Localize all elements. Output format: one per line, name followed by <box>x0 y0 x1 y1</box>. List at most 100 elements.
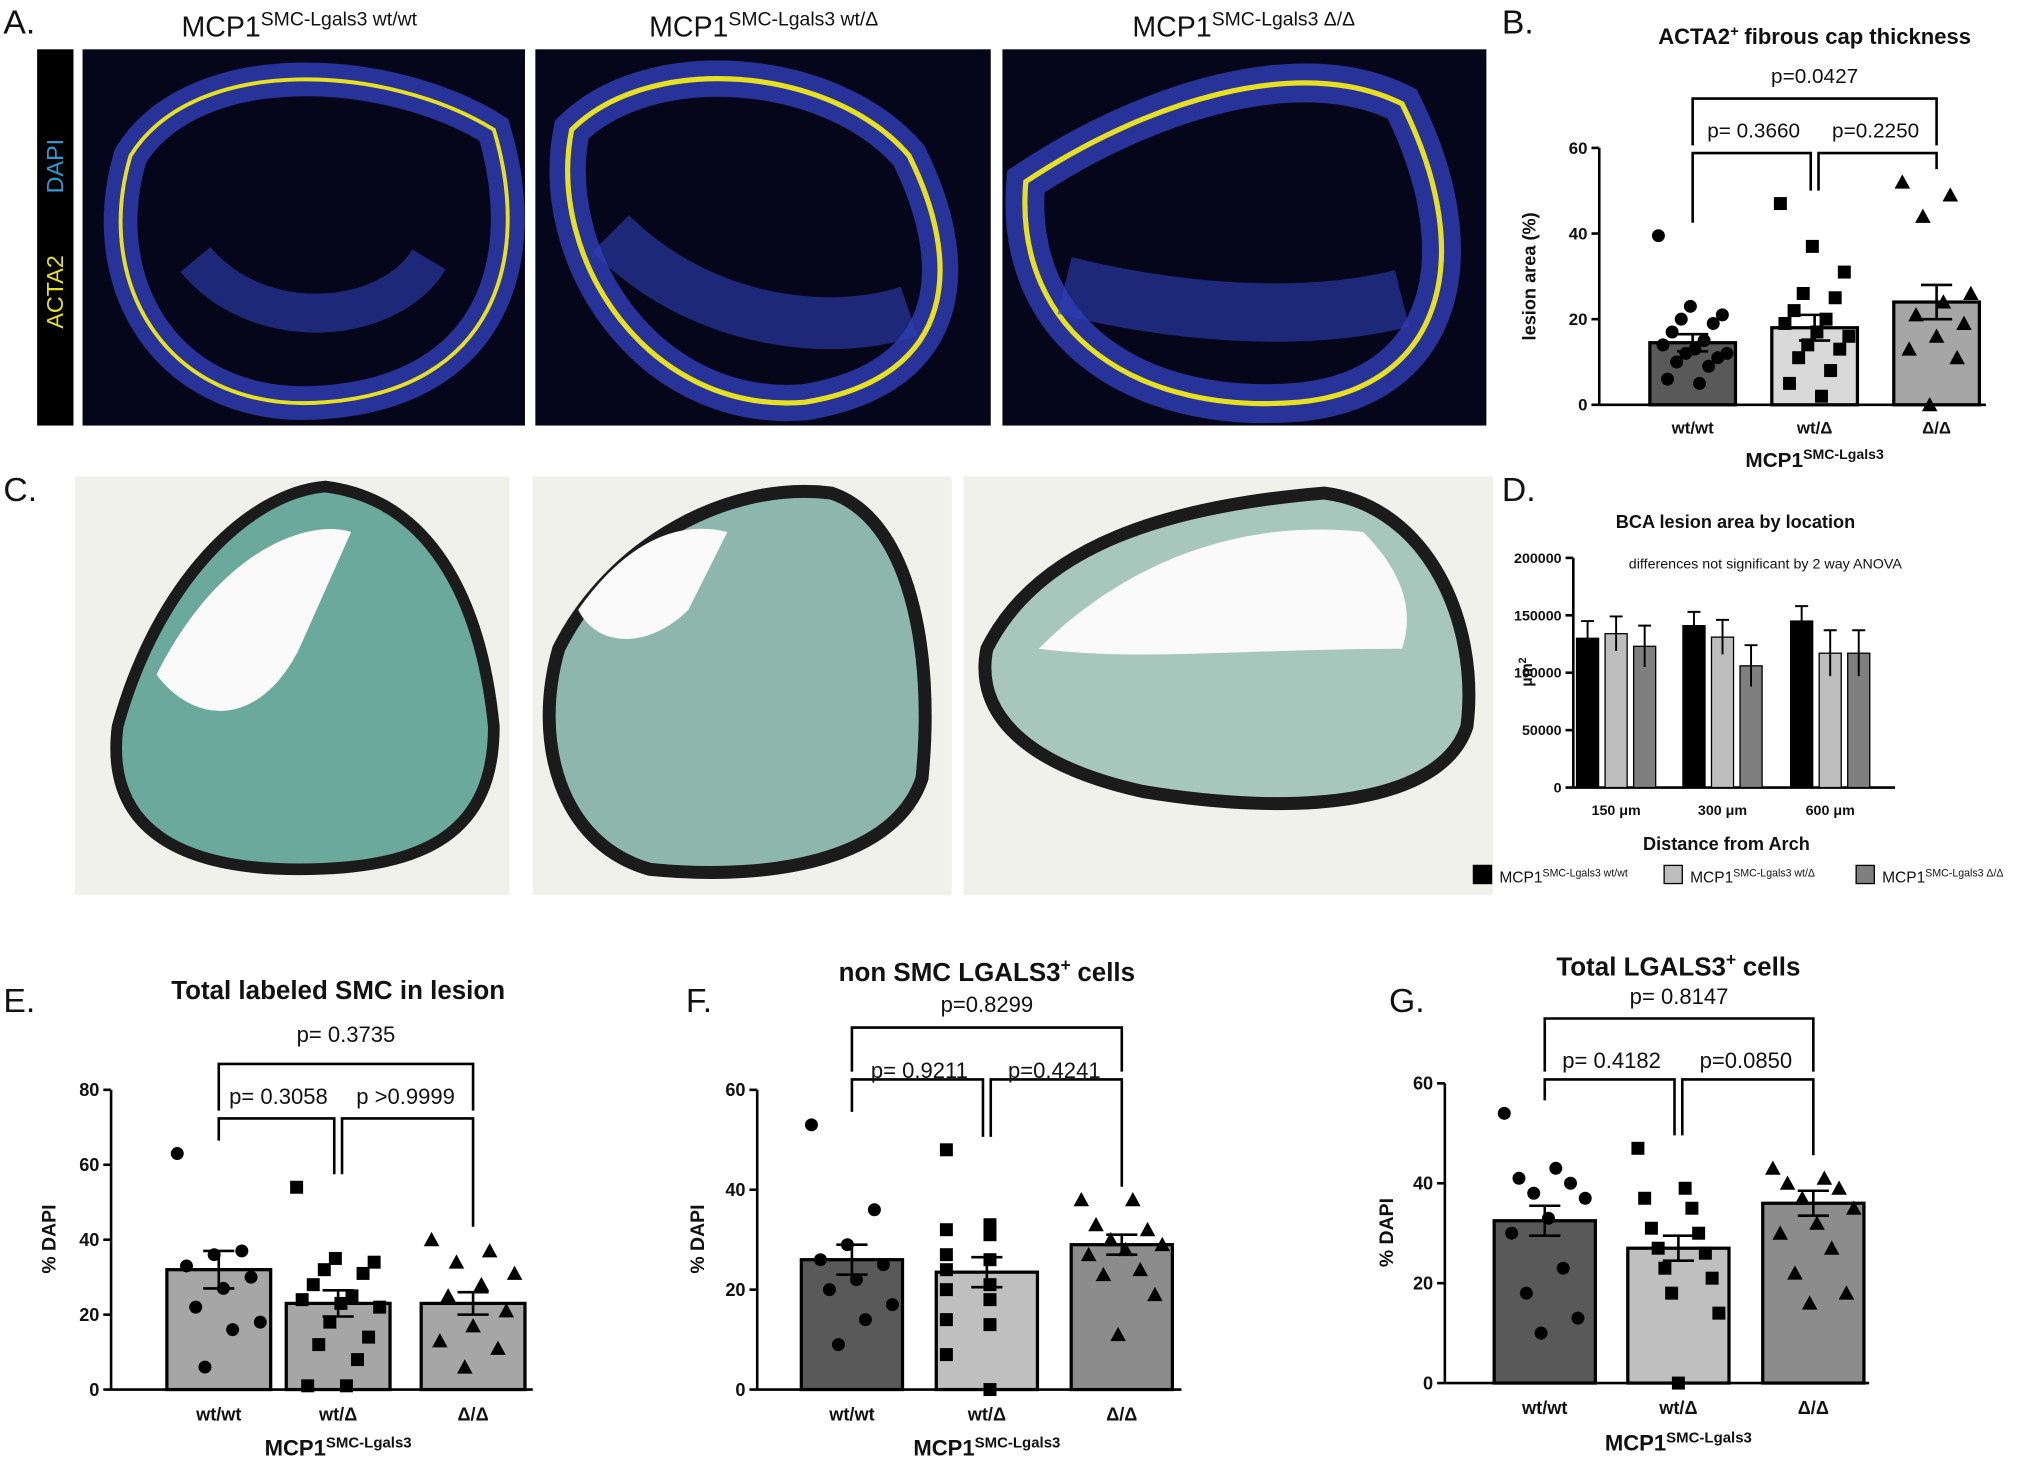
data-point <box>1670 355 1684 369</box>
chart-title-part: + <box>1730 23 1739 40</box>
data-point <box>983 1318 997 1332</box>
p-value: p=0.0427 <box>1771 65 1858 88</box>
data-point <box>1823 1240 1840 1255</box>
legend-label-part: MCP1 <box>1499 869 1542 886</box>
comparison-bracket <box>1691 97 1938 146</box>
p-value: p= 0.3660 <box>1707 120 1800 143</box>
chart-title-part: cells <box>1743 954 1801 982</box>
x-axis-label-part: SMC-Lgals3 <box>326 1434 412 1451</box>
stain-key-box <box>37 49 74 426</box>
data-point <box>1831 1180 1847 1195</box>
data-point <box>813 1253 827 1267</box>
error-bar <box>971 1255 1003 1289</box>
bar <box>1492 1219 1597 1385</box>
chart-title: Total labeled SMC in lesion <box>171 977 505 1005</box>
x-tick-label: Δ/Δ <box>457 1405 488 1425</box>
data-point <box>1765 1160 1781 1175</box>
data-point <box>1814 389 1828 403</box>
data-point <box>448 1254 465 1269</box>
micrograph-title-part: MCP1 <box>1132 11 1211 43</box>
data-point <box>1956 315 1972 330</box>
data-point <box>312 1338 326 1352</box>
error-bar <box>1744 644 1758 687</box>
data-point <box>1828 291 1842 305</box>
x-axis-label: MCP1SMC-Lgals3 <box>265 1434 412 1460</box>
data-point <box>1519 1286 1533 1300</box>
bar <box>1604 633 1628 789</box>
data-point <box>1631 1141 1645 1155</box>
stain-label: ACTA2 <box>42 255 68 329</box>
x-tick-label: Δ/Δ <box>1922 418 1951 437</box>
data-point <box>1794 1190 1811 1205</box>
chart-title-part: Total labeled SMC in lesion <box>171 977 505 1005</box>
data-point <box>179 1259 193 1273</box>
error-bar <box>457 1290 489 1316</box>
panel-label: G. <box>1389 982 1425 1020</box>
y-tick-label: 20 <box>725 1280 745 1300</box>
p-value: p=0.8299 <box>941 992 1034 1017</box>
y-axis-label: μm2 <box>1517 657 1536 686</box>
legend-label-part: SMC-Lgals3 Δ/Δ <box>1925 867 2003 879</box>
legend-label-part: SMC-Lgals3 wt/wt <box>1543 867 1628 879</box>
data-point <box>804 1118 818 1132</box>
data-point <box>481 1243 498 1258</box>
x-tick-label: 300 μm <box>1698 803 1747 819</box>
y-axis-label-part: % DAPI <box>38 1204 60 1273</box>
bar <box>1632 645 1657 789</box>
data-point <box>290 1180 304 1194</box>
y-tick-label: 20 <box>1569 310 1588 329</box>
p-value: p=0.2250 <box>1832 120 1919 143</box>
data-point <box>1901 341 1917 356</box>
data-point <box>1894 174 1911 189</box>
comparison-bracket <box>1817 151 1938 191</box>
data-point <box>1685 1201 1699 1215</box>
chart-title: BCA lesion area by location <box>1616 512 1855 532</box>
data-point <box>235 1244 249 1258</box>
data-point <box>1921 397 1938 412</box>
data-point <box>490 1340 506 1355</box>
data-point <box>1698 1246 1712 1260</box>
micrograph-title-part: SMC-Lgals3 wt/Δ <box>728 8 878 30</box>
y-axis-label-part: % DAPI <box>1376 1198 1398 1267</box>
error-bar <box>1823 629 1837 677</box>
bar <box>1575 637 1600 789</box>
panel-label: A. <box>3 4 35 42</box>
data-point <box>1787 1265 1803 1280</box>
data-point <box>939 1248 953 1262</box>
data-point <box>362 1330 376 1344</box>
y-axis-label: % DAPI <box>1376 1198 1398 1267</box>
error-bar <box>1852 629 1866 677</box>
data-point <box>328 1251 342 1265</box>
x-axis-label: MCP1SMC-Lgals3 <box>1605 1429 1752 1455</box>
data-point <box>1908 307 1924 322</box>
data-point <box>1816 1170 1833 1185</box>
data-point <box>983 1253 997 1267</box>
data-point <box>1665 325 1679 339</box>
x-tick-label: wt/Δ <box>1658 1398 1697 1418</box>
data-point <box>1778 316 1792 330</box>
comparison-bracket <box>1691 151 1813 223</box>
x-axis-label-part: SMC-Lgals3 <box>975 1434 1061 1451</box>
p-value: p= 0.3735 <box>297 1022 396 1047</box>
data-point <box>1671 1376 1685 1390</box>
data-point <box>1139 1221 1156 1237</box>
data-point <box>1571 1311 1585 1325</box>
y-tick-label: 150000 <box>1514 608 1562 624</box>
y-tick-label: 20 <box>1413 1274 1433 1294</box>
data-point <box>1935 294 1952 309</box>
data-point <box>1651 1241 1665 1255</box>
error-bar <box>1795 605 1809 636</box>
comparison-bracket <box>850 1026 1124 1072</box>
data-point <box>849 1273 863 1287</box>
data-point <box>306 1278 320 1292</box>
comparison-bracket <box>1543 1017 1815 1072</box>
data-point <box>1095 1266 1112 1282</box>
data-point <box>1661 372 1675 386</box>
error-bar <box>1609 615 1623 651</box>
y-axis-label: % DAPI <box>687 1204 709 1273</box>
data-point <box>1779 1175 1796 1190</box>
x-tick-label: wt/wt <box>828 1405 874 1425</box>
chart-title-part: non SMC LGALS3 <box>839 959 1061 987</box>
x-axis-label-part: MCP1 <box>1605 1431 1666 1456</box>
micrograph-title: MCP1SMC-Lgals3 wt/Δ <box>649 8 878 43</box>
